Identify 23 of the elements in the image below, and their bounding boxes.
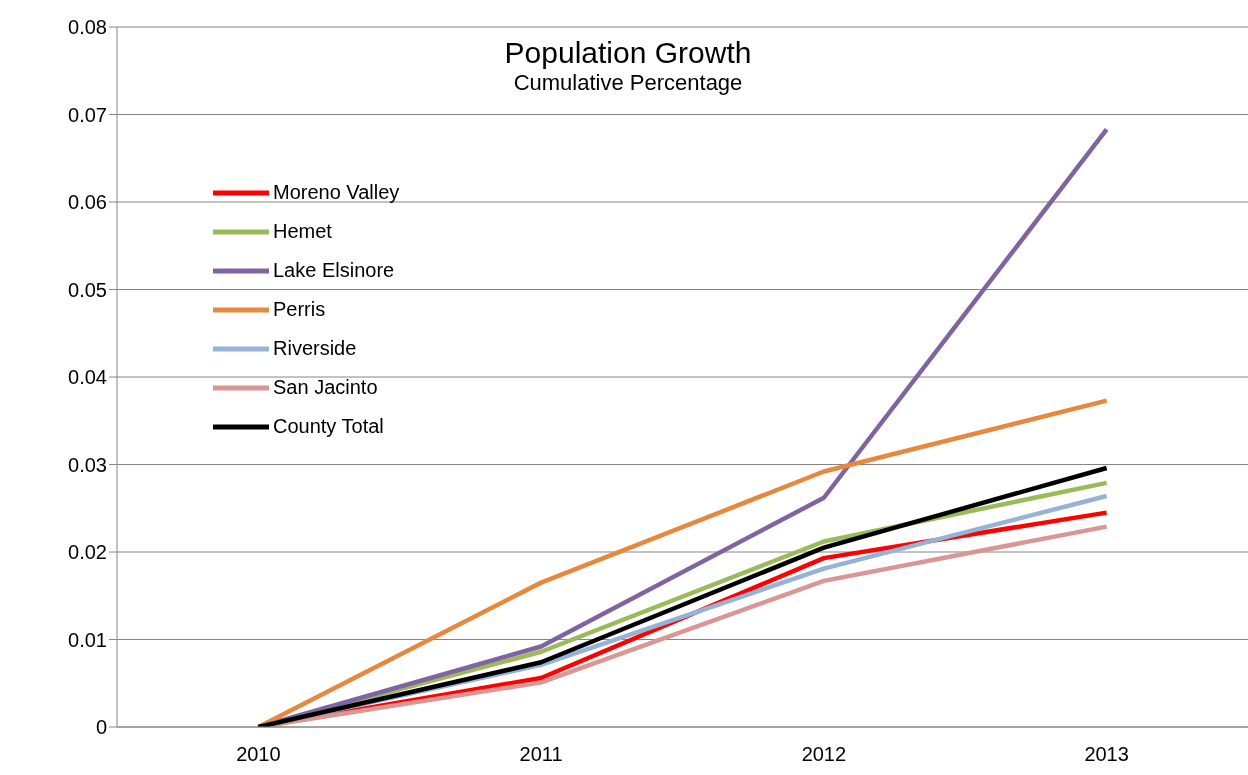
legend-label: Perris bbox=[273, 298, 326, 321]
legend-label: Moreno Valley bbox=[273, 181, 400, 204]
y-tick-label: 0.03 bbox=[68, 453, 107, 476]
legend-label: Hemet bbox=[273, 220, 332, 243]
y-tick-label: 0.01 bbox=[68, 628, 107, 651]
text: Cumulative Percentage bbox=[512, 70, 744, 96]
legend-label: Lake Elsinore bbox=[273, 259, 395, 282]
legend-label: County Total bbox=[273, 415, 384, 438]
x-tick-label: 2013 bbox=[1084, 743, 1129, 766]
y-tick-label: 0 bbox=[95, 716, 107, 739]
legend-label: San Jacinto bbox=[273, 376, 378, 399]
y-tick-label: 0.04 bbox=[68, 366, 107, 389]
y-tick-label: 0.08 bbox=[68, 16, 107, 39]
chart-title: Population Growth bbox=[503, 36, 753, 70]
y-tick-label: 0.07 bbox=[68, 103, 107, 126]
legend-label: Riverside bbox=[273, 337, 357, 360]
line-series bbox=[256, 398, 1109, 727]
x-tick-label: 2012 bbox=[801, 743, 847, 766]
x-tick-label: 2011 bbox=[519, 743, 563, 766]
y-tick-label: 0.02 bbox=[68, 541, 107, 564]
y-tick-label: 0.05 bbox=[68, 278, 107, 301]
y-tick-label: 0.06 bbox=[68, 191, 107, 214]
x-tick-label: 2010 bbox=[236, 743, 281, 766]
